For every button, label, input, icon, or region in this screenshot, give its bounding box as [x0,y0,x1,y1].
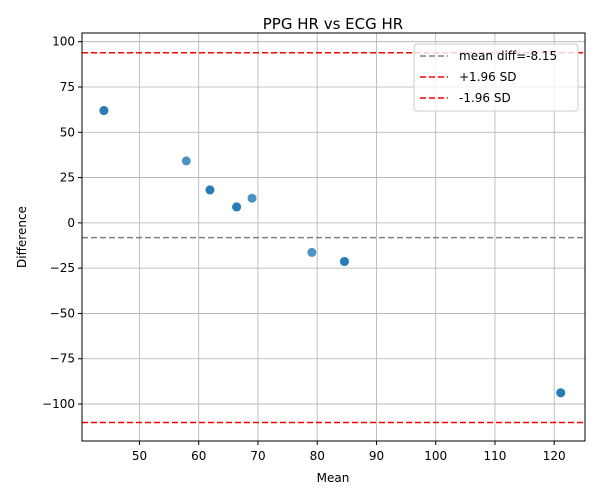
data-point [205,185,215,195]
x-tick-label: 70 [250,449,265,463]
x-tick-label: 90 [369,449,384,463]
y-tick-label: 100 [52,35,75,49]
y-tick-label: 50 [60,125,75,139]
x-tick-label: 100 [424,449,447,463]
y-tick-label: −100 [42,397,75,411]
y-tick-label: 75 [60,80,75,94]
legend: mean diff=-8.15 +1.96 SD -1.96 SD [413,43,579,112]
data-point [181,156,191,166]
y-tick-label: 0 [67,216,75,230]
x-axis-label: Mean [317,471,350,485]
legend-label: mean diff=-8.15 [459,49,557,63]
data-point [99,106,109,116]
legend-label: +1.96 SD [459,70,516,84]
x-tick-label: 80 [310,449,325,463]
data-point [556,388,566,398]
x-axis-ticks: 50 60 70 80 90 100 110 120 [132,441,566,463]
chart-title: PPG HR vs ECG HR [263,15,403,33]
x-tick-label: 60 [191,449,206,463]
legend-box [413,43,579,112]
x-tick-label: 110 [483,449,506,463]
plot-frame [81,32,586,442]
data-point [247,193,257,203]
data-point [232,202,242,212]
data-point [307,247,317,257]
y-tick-label: −25 [50,261,75,275]
data-point [339,256,349,266]
y-axis-ticks: −100 −75 −50 −25 0 25 50 75 100 [42,35,82,411]
legend-label: -1.96 SD [459,91,511,105]
data-points [99,106,566,398]
y-axis-label: Difference [15,206,29,268]
x-tick-label: 120 [543,449,566,463]
y-tick-label: 25 [60,171,75,185]
x-tick-label: 50 [132,449,147,463]
y-tick-label: −75 [50,352,75,366]
y-tick-label: −50 [50,306,75,320]
